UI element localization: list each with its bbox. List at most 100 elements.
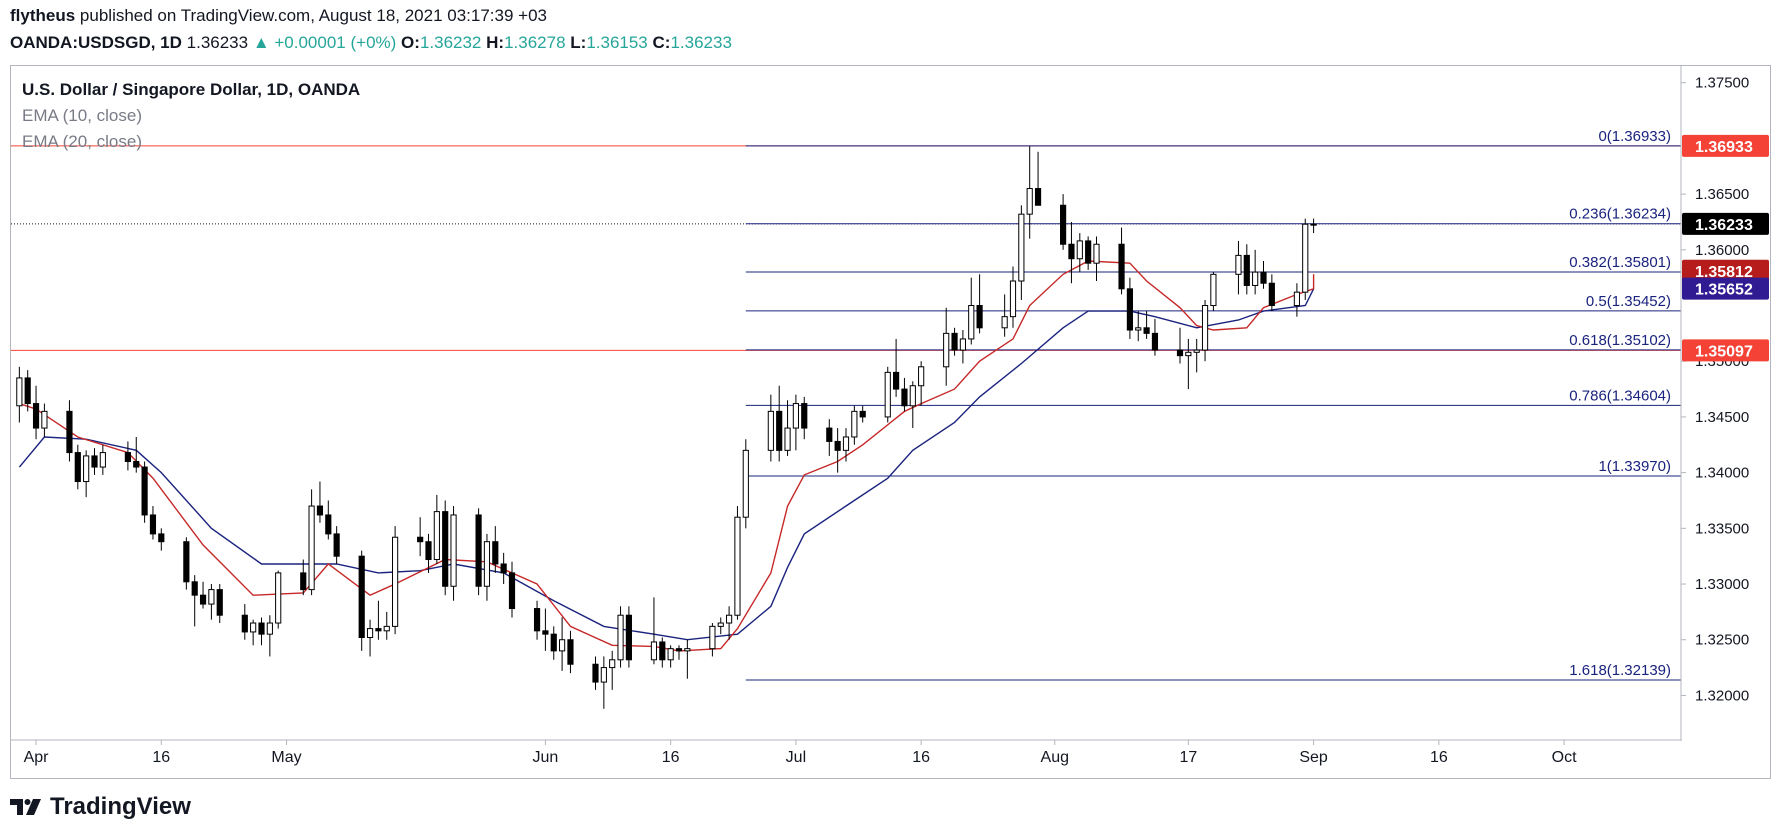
candle-down	[508, 572, 516, 610]
candle-up	[767, 410, 774, 451]
candle-down	[158, 533, 165, 543]
candle-down	[675, 648, 683, 652]
ema20-legend[interactable]: EMA (20, close)	[22, 132, 142, 151]
price-tick-label: 1.37500	[1695, 75, 1749, 92]
publish-info: flytheus published on TradingView.com, A…	[10, 6, 547, 26]
open-value: 1.36232	[419, 33, 482, 52]
candle-down	[124, 452, 131, 462]
candle-up	[1302, 223, 1309, 293]
candle-up	[433, 511, 440, 561]
candle-down	[625, 614, 632, 661]
time-tick-label: Apr	[24, 749, 50, 766]
candle-up	[784, 427, 791, 451]
price-tick-label: 1.33000	[1695, 576, 1749, 593]
candle-up	[308, 505, 315, 591]
candle-down	[492, 541, 499, 565]
candle-up	[1135, 327, 1142, 331]
candle-down	[216, 589, 223, 616]
candle-up	[275, 572, 282, 624]
tradingview-logo-icon	[10, 799, 41, 815]
candle-up	[392, 536, 399, 627]
symbol-label: OANDA:USDSGD, 1D	[10, 33, 182, 52]
candle-up	[250, 622, 257, 633]
chart-frame	[10, 65, 1771, 779]
candle-up	[609, 659, 616, 669]
candle-down	[550, 633, 557, 652]
candle-down	[567, 639, 574, 665]
candle-up	[99, 452, 106, 468]
tradingview-footer[interactable]: TradingView	[10, 793, 191, 821]
candle-down	[859, 410, 866, 418]
candle-down	[1243, 254, 1250, 286]
price-label-badge	[1682, 259, 1769, 282]
price-label-text: 1.35652	[1695, 282, 1753, 299]
candle-up	[366, 628, 374, 639]
candle-down	[1260, 271, 1267, 284]
candle-down	[316, 505, 324, 516]
candle-down	[300, 572, 307, 591]
time-tick-label: May	[271, 749, 301, 766]
candle-up	[1185, 351, 1192, 357]
candle-up	[1026, 188, 1033, 215]
chart-title: U.S. Dollar / Singapore Dollar, 1D, OAND…	[22, 80, 361, 99]
candle-up	[851, 410, 858, 438]
price-tick-label: 1.32000	[1695, 687, 1749, 704]
candle-up	[968, 305, 975, 340]
candle-up	[1201, 305, 1209, 351]
price-label-badge	[1682, 339, 1769, 362]
candle-up	[909, 385, 916, 407]
candle-up	[742, 449, 749, 518]
price-label-badge	[1682, 212, 1769, 235]
tradingview-brand: TradingView	[50, 793, 191, 820]
candle-down	[1151, 332, 1159, 351]
price-tick-label: 1.34500	[1695, 409, 1749, 426]
ema10-legend[interactable]: EMA (10, close)	[22, 106, 142, 125]
candle-down	[1143, 327, 1150, 334]
candle-up	[1252, 271, 1259, 286]
candle-up	[1210, 273, 1217, 307]
price-label-badge	[1682, 134, 1769, 157]
fib-level-label: 0.382(1.35801)	[1569, 254, 1671, 271]
candle-up	[1310, 223, 1317, 226]
candle-up	[1018, 213, 1025, 282]
candle-down	[901, 388, 908, 407]
candle-up	[617, 614, 624, 661]
price-label-badge	[1682, 277, 1769, 300]
candle-up	[684, 648, 691, 652]
candle-down	[24, 377, 31, 405]
candle-up	[842, 436, 850, 451]
candle-up	[734, 516, 741, 616]
candle-up	[16, 377, 23, 407]
low-value: 1.36153	[586, 33, 648, 52]
candle-down	[199, 594, 207, 605]
candle-up	[667, 648, 674, 661]
candle-down	[133, 460, 140, 468]
fib-level-label: 0.236(1.36234)	[1569, 206, 1671, 223]
candle-down	[74, 452, 81, 483]
candle-down	[976, 305, 983, 329]
author-name[interactable]: flytheus	[10, 6, 76, 25]
candle-up	[884, 371, 891, 418]
candle-up	[1076, 240, 1083, 260]
low-label: L:	[570, 33, 587, 52]
candle-up	[600, 667, 607, 683]
candle-down	[425, 541, 432, 561]
candle-down	[659, 641, 666, 661]
price-tick-label: 1.32500	[1695, 632, 1749, 649]
time-tick-label: 16	[152, 749, 170, 766]
candle-up	[559, 639, 566, 652]
candle-down	[66, 410, 73, 454]
open-label: O:	[401, 33, 420, 52]
candle-down	[826, 427, 833, 442]
candle-down	[542, 630, 549, 635]
price-tick-label: 1.33500	[1695, 520, 1749, 537]
high-value: 1.36278	[504, 33, 566, 52]
candle-down	[834, 440, 841, 451]
candle-up	[717, 622, 724, 627]
candle-down	[592, 663, 599, 683]
candle-down	[1068, 243, 1075, 260]
candle-down	[951, 332, 958, 351]
candle-down	[1176, 349, 1184, 357]
candle-down	[417, 536, 424, 543]
